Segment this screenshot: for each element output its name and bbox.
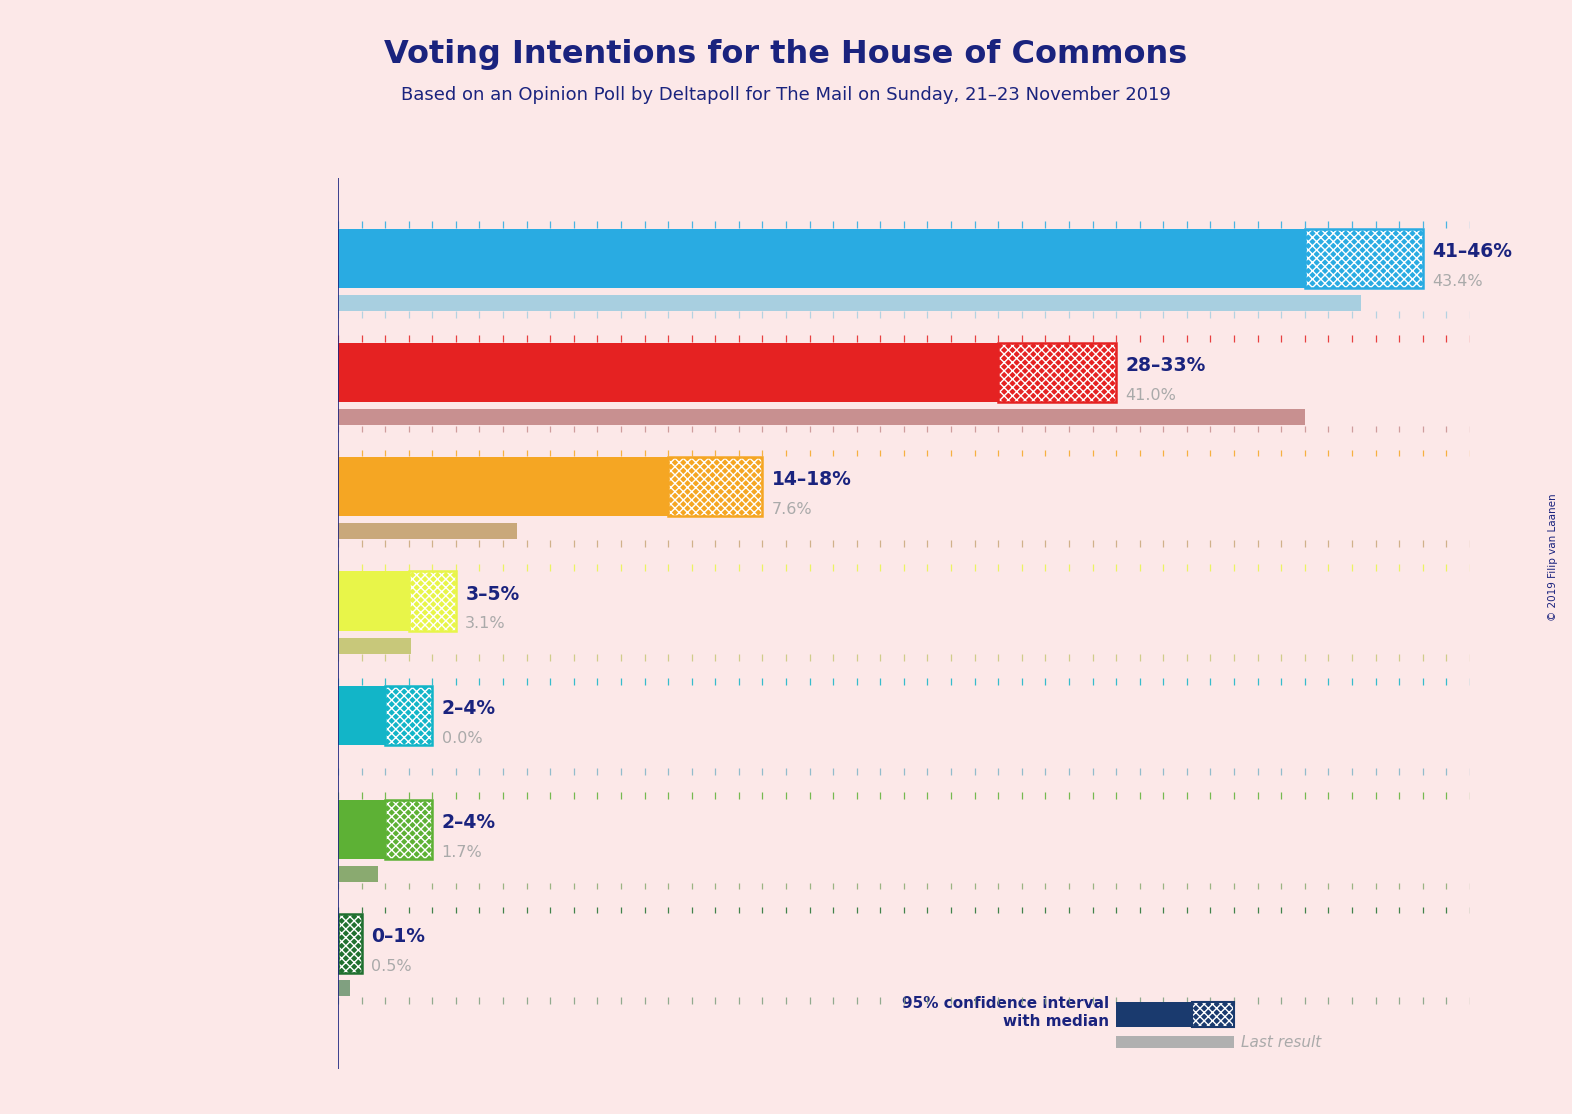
Bar [1192, 1001, 1234, 1027]
Text: Voting Intentions for the House of Commons: Voting Intentions for the House of Commo… [385, 39, 1187, 70]
Text: 14–18%: 14–18% [772, 470, 852, 489]
Text: © 2019 Filip van Laanen: © 2019 Filip van Laanen [1548, 494, 1558, 620]
Bar [409, 571, 456, 631]
Bar [338, 915, 362, 974]
Bar [385, 685, 432, 745]
Bar [338, 637, 412, 654]
Text: 3.1%: 3.1% [465, 616, 506, 632]
Text: 41–46%: 41–46% [1432, 242, 1512, 261]
Bar [338, 866, 379, 882]
Bar [338, 295, 1361, 311]
Bar [338, 228, 1305, 287]
Bar [668, 457, 762, 517]
Bar [338, 343, 998, 402]
Text: 0–1%: 0–1% [371, 927, 424, 947]
Bar [338, 915, 362, 974]
Text: 0.0%: 0.0% [442, 731, 483, 745]
Bar [338, 409, 1305, 426]
Bar [998, 343, 1116, 402]
Text: 2–4%: 2–4% [442, 698, 495, 717]
Bar [385, 800, 432, 859]
Bar [998, 343, 1116, 402]
Bar [1116, 1001, 1192, 1027]
Text: 0.5%: 0.5% [371, 959, 412, 974]
Bar [338, 457, 668, 517]
Bar [338, 800, 385, 859]
Bar [1305, 228, 1423, 287]
Text: 95% confidence interval
with median: 95% confidence interval with median [902, 996, 1110, 1028]
Bar [385, 800, 432, 859]
Text: 1.7%: 1.7% [442, 844, 483, 860]
Text: 41.0%: 41.0% [1126, 388, 1176, 403]
Bar [1116, 1036, 1234, 1048]
Text: 2–4%: 2–4% [442, 813, 495, 832]
Bar [668, 457, 762, 517]
Bar [338, 685, 385, 745]
Text: 43.4%: 43.4% [1432, 274, 1482, 289]
Bar [385, 685, 432, 745]
Bar [1305, 228, 1423, 287]
Text: Based on an Opinion Poll by Deltapoll for The Mail on Sunday, 21–23 November 201: Based on an Opinion Poll by Deltapoll fo… [401, 86, 1171, 104]
Bar [409, 571, 456, 631]
Text: 3–5%: 3–5% [465, 585, 520, 604]
Text: 28–33%: 28–33% [1126, 356, 1206, 375]
Bar [338, 571, 409, 631]
Text: 7.6%: 7.6% [772, 502, 813, 517]
Bar [338, 980, 351, 996]
Bar [338, 524, 517, 539]
Bar [1192, 1001, 1234, 1027]
Text: Last result: Last result [1242, 1035, 1322, 1049]
